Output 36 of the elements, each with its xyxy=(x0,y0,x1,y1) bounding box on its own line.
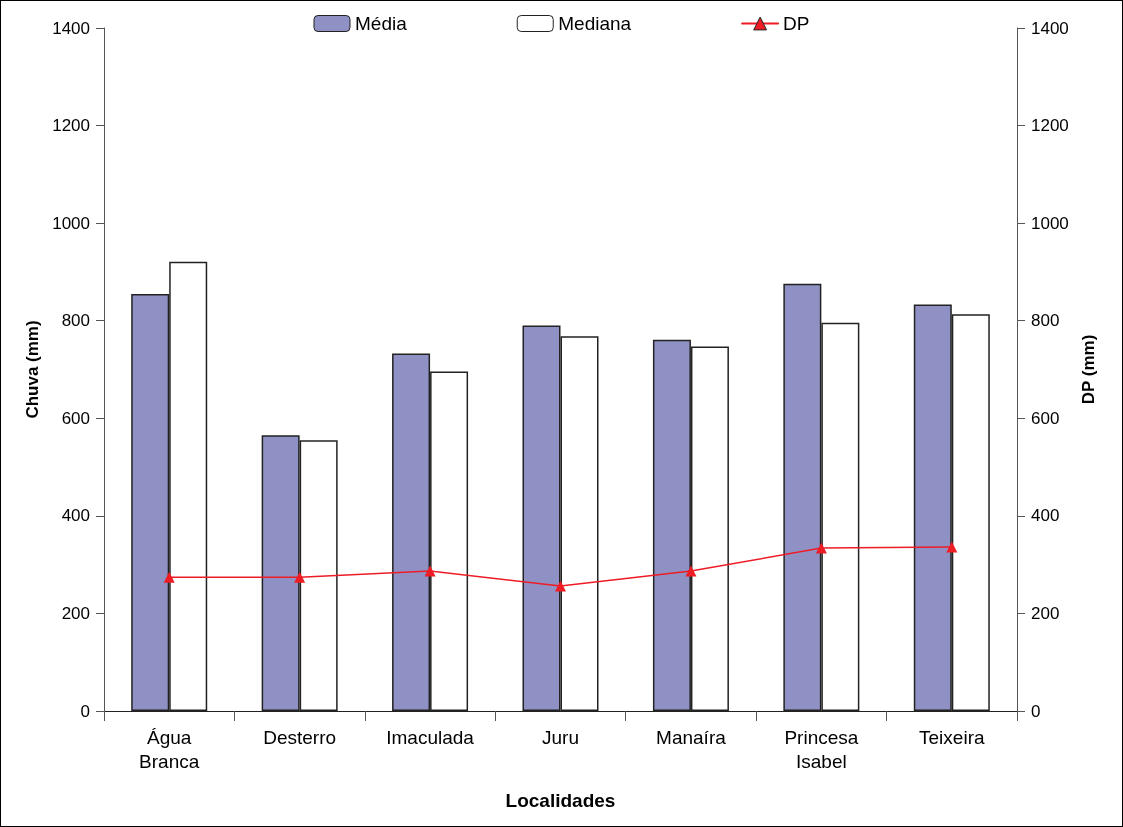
x-tick-label: Teixeira xyxy=(919,726,985,748)
y2-tick-label: 200 xyxy=(1031,603,1060,623)
legend-label: Mediana xyxy=(558,13,632,34)
legend-label: DP xyxy=(783,13,810,34)
y2-tick-label: 0 xyxy=(1031,701,1041,721)
y2-tick-label: 400 xyxy=(1031,506,1060,526)
y2-tick-label: 1400 xyxy=(1031,18,1069,38)
y-axis-title: Chuva (mm) xyxy=(23,320,43,419)
point xyxy=(294,571,306,583)
y-tick-label: 0 xyxy=(80,701,90,721)
y-tick-label: 1200 xyxy=(52,116,90,136)
y2-tick-label: 1000 xyxy=(1031,213,1069,233)
y-tick-label: 1400 xyxy=(52,18,90,38)
y-tick-label: 400 xyxy=(61,506,90,526)
point xyxy=(685,565,697,577)
x-axis-title: Localidades xyxy=(505,790,616,811)
point xyxy=(555,580,566,592)
point xyxy=(163,571,175,583)
y-tick-label: 800 xyxy=(61,311,90,331)
x-tick-label: Desterro xyxy=(263,726,337,748)
x-tick-label: Princesa Isabel xyxy=(784,726,859,772)
x-tick-label: Água Branca xyxy=(139,726,200,772)
x-tick-label: Juru xyxy=(542,726,579,748)
y-tick-label: 600 xyxy=(61,408,90,428)
y2-axis-title: DP (mm) xyxy=(1078,334,1098,405)
y2-tick-label: 1200 xyxy=(1031,116,1069,136)
legend-label: Média xyxy=(354,13,408,34)
point xyxy=(424,565,436,577)
y-tick-label: 1000 xyxy=(52,213,90,233)
point xyxy=(815,542,827,554)
point xyxy=(946,541,958,553)
y2-tick-label: 600 xyxy=(1031,408,1060,428)
y2-tick-label: 800 xyxy=(1031,311,1060,331)
x-tick-label: Imaculada xyxy=(386,726,475,748)
y-tick-label: 200 xyxy=(61,603,90,623)
x-tick-label: Manaíra xyxy=(656,726,727,748)
